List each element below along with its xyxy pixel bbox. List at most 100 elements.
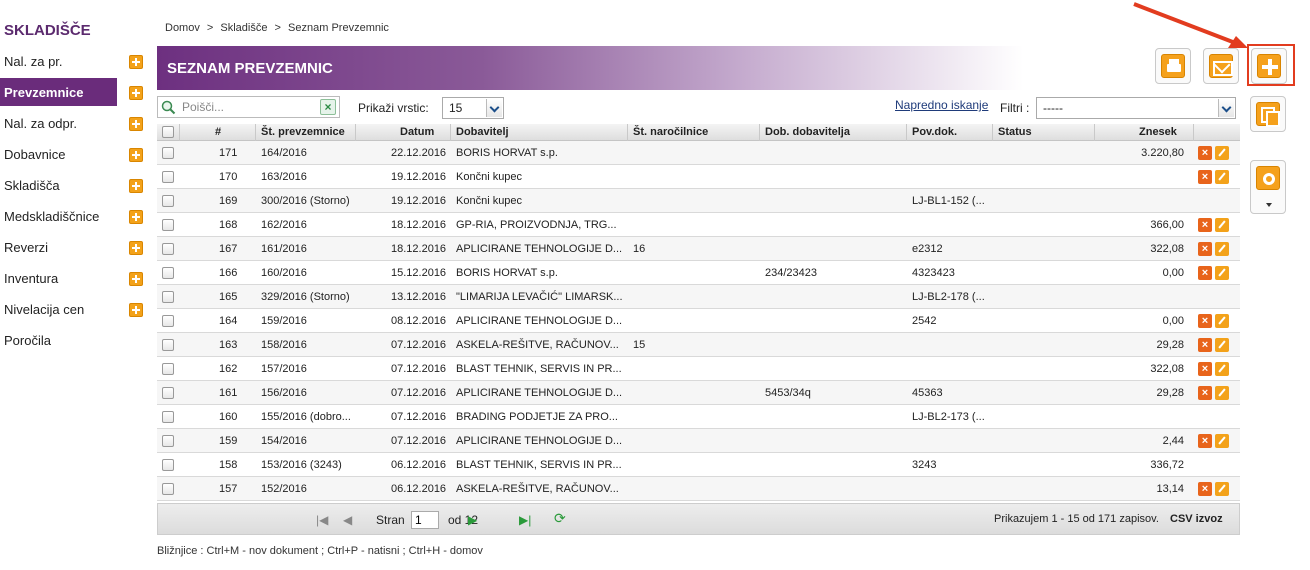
edit-icon[interactable] xyxy=(1215,362,1229,376)
breadcrumb-warehouse[interactable]: Skladišče xyxy=(220,22,268,34)
table-row[interactable]: 162 157/2016 07.12.2016 BLAST TEHNIK, SERVI… xyxy=(157,357,1240,381)
row-checkbox[interactable] xyxy=(162,267,174,279)
delete-icon[interactable]: × xyxy=(1198,170,1212,184)
sidebar-item[interactable]: Skladišča xyxy=(0,171,148,199)
table-row[interactable]: 160 155/2016 (dobro... 07.12.2016 BRADING P… xyxy=(157,405,1240,429)
delete-icon[interactable]: × xyxy=(1198,266,1212,280)
edit-icon[interactable] xyxy=(1215,242,1229,256)
sidebar-item[interactable]: Prevzemnice xyxy=(0,78,148,106)
sidebar-item[interactable]: Medskladiščnice xyxy=(0,202,148,230)
sidebar-item[interactable]: Poročila xyxy=(0,326,148,354)
table-row[interactable]: 169 300/2016 (Storno) 19.12.2016 Končni kup… xyxy=(157,189,1240,213)
row-checkbox[interactable] xyxy=(162,291,174,303)
column-header-reference-doc[interactable]: Pov.dok. xyxy=(912,126,958,138)
row-checkbox[interactable] xyxy=(162,219,174,231)
table-row[interactable]: 163 158/2016 07.12.2016 ASKELA-REŠITVE, RAČ… xyxy=(157,333,1240,357)
sidebar-item[interactable]: Reverzi xyxy=(0,233,148,261)
row-checkbox[interactable] xyxy=(162,435,174,447)
delete-icon[interactable]: × xyxy=(1198,482,1212,496)
row-checkbox[interactable] xyxy=(162,315,174,327)
edit-icon[interactable] xyxy=(1215,218,1229,232)
column-header-status[interactable]: Status xyxy=(998,126,1032,138)
table-row[interactable]: 159 154/2016 07.12.2016 APLICIRANE TEHNOLOG… xyxy=(157,429,1240,453)
table-row[interactable]: 164 159/2016 08.12.2016 APLICIRANE TEHNOLOG… xyxy=(157,309,1240,333)
table-row[interactable]: 157 152/2016 06.12.2016 ASKELA-REŠITVE, RAČ… xyxy=(157,477,1240,501)
filter-select[interactable]: ----- xyxy=(1036,97,1236,119)
row-checkbox[interactable] xyxy=(162,171,174,183)
table-row[interactable]: 166 160/2016 15.12.2016 BORIS HORVAT s.p. 23… xyxy=(157,261,1240,285)
table-row[interactable]: 171 164/2016 22.12.2016 BORIS HORVAT s.p. 3.… xyxy=(157,141,1240,165)
sidebar-item[interactable]: Inventura xyxy=(0,264,148,292)
settings-menu-button[interactable] xyxy=(1250,160,1286,214)
table-row[interactable]: 165 329/2016 (Storno) 13.12.2016 "LIMARIJA … xyxy=(157,285,1240,309)
column-header-date[interactable]: Datum xyxy=(400,126,435,138)
add-plus-icon[interactable] xyxy=(129,272,143,286)
row-checkbox[interactable] xyxy=(162,411,174,423)
search-input[interactable] xyxy=(180,97,318,117)
sidebar-item[interactable]: Nivelacija cen xyxy=(0,295,148,323)
add-plus-icon[interactable] xyxy=(129,210,143,224)
edit-icon[interactable] xyxy=(1215,482,1229,496)
first-page-icon[interactable]: |◀ xyxy=(316,513,329,527)
edit-icon[interactable] xyxy=(1215,338,1229,352)
row-checkbox[interactable] xyxy=(162,483,174,495)
add-plus-icon[interactable] xyxy=(129,179,143,193)
add-plus-icon[interactable] xyxy=(129,55,143,69)
add-plus-icon[interactable] xyxy=(129,86,143,100)
rows-per-page-select[interactable]: 15 xyxy=(442,97,504,119)
delete-icon[interactable]: × xyxy=(1198,314,1212,328)
clear-search-icon[interactable]: × xyxy=(320,99,336,115)
add-plus-icon[interactable] xyxy=(129,117,143,131)
row-checkbox[interactable] xyxy=(162,243,174,255)
row-checkbox[interactable] xyxy=(162,363,174,375)
column-header-amount[interactable]: Znesek xyxy=(1139,126,1177,138)
delete-icon[interactable]: × xyxy=(1198,146,1212,160)
select-all-checkbox[interactable] xyxy=(162,126,174,138)
add-new-button[interactable] xyxy=(1251,48,1287,84)
delete-icon[interactable]: × xyxy=(1198,242,1212,256)
column-header-supplier[interactable]: Dobavitelj xyxy=(456,126,509,138)
next-page-icon[interactable]: ▶ xyxy=(468,513,478,527)
row-checkbox[interactable] xyxy=(162,387,174,399)
page-number-input[interactable] xyxy=(411,511,439,529)
edit-icon[interactable] xyxy=(1215,386,1229,400)
edit-icon[interactable] xyxy=(1215,314,1229,328)
delete-icon[interactable]: × xyxy=(1198,218,1212,232)
refresh-icon[interactable]: ⟳ xyxy=(554,510,566,526)
sidebar-item[interactable]: Dobavnice xyxy=(0,140,148,168)
column-header-order-number[interactable]: Št. naročilnice xyxy=(633,126,709,138)
previous-page-icon[interactable]: ◀ xyxy=(343,513,353,527)
column-header-supplier-delivery[interactable]: Dob. dobavitelja xyxy=(765,126,850,138)
row-checkbox[interactable] xyxy=(162,147,174,159)
column-header-id[interactable]: # xyxy=(215,126,222,138)
column-header-number[interactable]: Št. prevzemnice xyxy=(261,126,345,138)
edit-icon[interactable] xyxy=(1215,146,1229,160)
table-row[interactable]: 170 163/2016 19.12.2016 Končni kupec × xyxy=(157,165,1240,189)
row-checkbox[interactable] xyxy=(162,339,174,351)
copy-button[interactable] xyxy=(1250,96,1286,132)
csv-export-link[interactable]: CSV izvoz xyxy=(1170,513,1223,525)
add-plus-icon[interactable] xyxy=(129,303,143,317)
table-row[interactable]: 158 153/2016 (3243) 06.12.2016 BLAST TEHNIK… xyxy=(157,453,1240,477)
table-row[interactable]: 161 156/2016 07.12.2016 APLICIRANE TEHNOLOG… xyxy=(157,381,1240,405)
breadcrumb-home[interactable]: Domov xyxy=(165,22,200,34)
print-button[interactable] xyxy=(1155,48,1191,84)
search-icon[interactable] xyxy=(160,99,176,115)
edit-icon[interactable] xyxy=(1215,266,1229,280)
advanced-search-link[interactable]: Napredno iskanje xyxy=(895,98,989,112)
row-checkbox[interactable] xyxy=(162,459,174,471)
delete-icon[interactable]: × xyxy=(1198,386,1212,400)
table-row[interactable]: 168 162/2016 18.12.2016 GP-RIA, PROIZVODNJA… xyxy=(157,213,1240,237)
delete-icon[interactable]: × xyxy=(1198,338,1212,352)
last-page-icon[interactable]: ▶| xyxy=(519,513,532,527)
table-row[interactable]: 167 161/2016 18.12.2016 APLICIRANE TEHNOLOG… xyxy=(157,237,1240,261)
sidebar-item[interactable]: Nal. za odpr. xyxy=(0,109,148,137)
delete-icon[interactable]: × xyxy=(1198,434,1212,448)
add-plus-icon[interactable] xyxy=(129,241,143,255)
sidebar-item[interactable]: Nal. za pr. xyxy=(0,47,148,75)
row-checkbox[interactable] xyxy=(162,195,174,207)
add-plus-icon[interactable] xyxy=(129,148,143,162)
edit-icon[interactable] xyxy=(1215,434,1229,448)
delete-icon[interactable]: × xyxy=(1198,362,1212,376)
edit-icon[interactable] xyxy=(1215,170,1229,184)
